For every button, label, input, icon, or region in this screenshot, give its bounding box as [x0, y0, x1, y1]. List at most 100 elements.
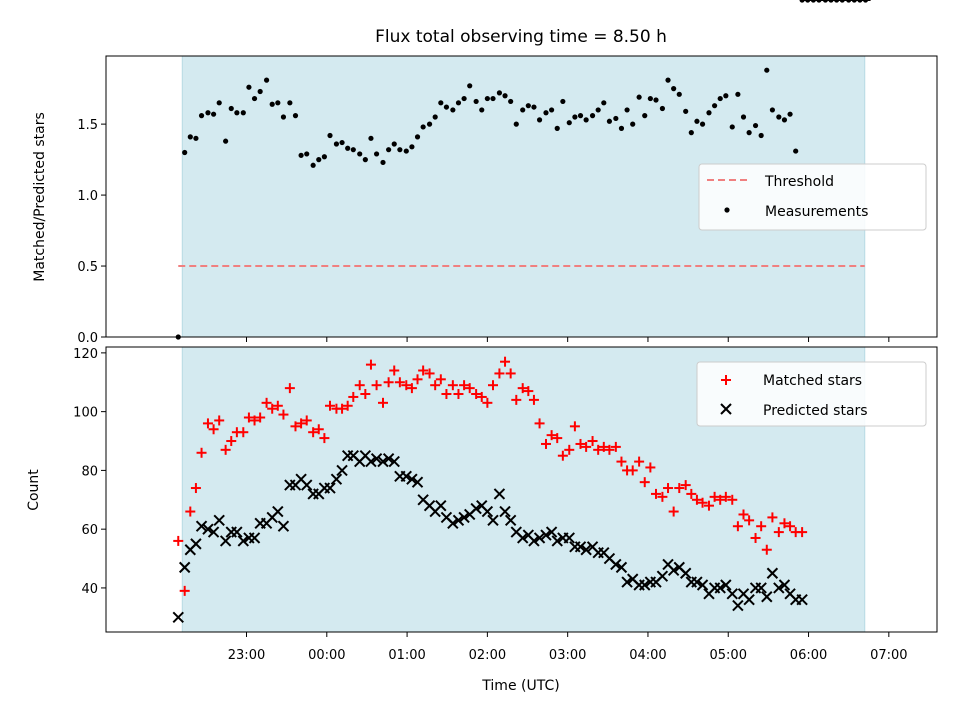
measurement-point [554, 125, 560, 131]
measurement-point [339, 139, 345, 146]
matched-star-point [284, 383, 295, 394]
matched-star-point [511, 394, 522, 405]
predicted-star-point [639, 579, 651, 591]
measurement-point [368, 135, 374, 141]
measurement-point [496, 90, 503, 96]
matched-star-point [214, 415, 225, 426]
matched-star-point [697, 497, 708, 508]
predicted-star-point [301, 479, 313, 491]
predicted-star-point [516, 532, 529, 544]
matched-star-point [313, 424, 324, 435]
measurement-point [391, 141, 397, 147]
chart-title: Flux total observing time = 8.50 h [375, 27, 667, 47]
matched-star-point [383, 377, 394, 388]
predicted-star-point [388, 455, 400, 468]
matched-star-point [173, 535, 184, 546]
predicted-star-point [487, 514, 499, 527]
x-tick-label: 01:00 [388, 648, 425, 663]
measurement-point [304, 151, 310, 157]
matched-star-point [756, 521, 767, 532]
matched-star-point [337, 403, 348, 414]
measurement-point [758, 132, 764, 139]
predicted-star-point [400, 470, 412, 482]
bottom-x-axis: 23:00 00:00 01:00 02:00 03:00 04:00 05:00 06:00… [228, 632, 908, 663]
matched-star-point [797, 527, 808, 538]
measurement-point [665, 77, 671, 83]
matched-star-point [459, 380, 470, 391]
predicted-star-point [504, 514, 517, 527]
measurement-point [572, 114, 578, 120]
matched-star-point [401, 380, 412, 391]
measurement-point [292, 113, 299, 119]
predicted-star-point [656, 570, 669, 582]
measurement-point [187, 134, 193, 140]
matched-star-point [190, 483, 201, 494]
measurement-point [327, 132, 333, 139]
matched-star-point [249, 415, 260, 426]
matched-star-point [267, 403, 278, 414]
matched-star-point [634, 456, 645, 467]
y-tick-label: 0.0 [77, 331, 98, 346]
matched-star-point [581, 441, 592, 452]
matched-star-point [179, 585, 190, 596]
predicted-star-point [277, 520, 290, 532]
matched-star-point [598, 441, 609, 452]
measurement-point [671, 86, 677, 92]
measurements-points [175, 0, 869, 340]
predicted-star-point [726, 588, 738, 600]
matched-star-point [639, 477, 650, 488]
measurement-point [205, 110, 211, 116]
measurement-point [769, 107, 776, 113]
matched-star-point [500, 356, 511, 367]
bottom-y-axis-label: Count [26, 469, 42, 511]
measurement-point [443, 104, 450, 110]
ratio-panel: 0.0 0.5 1.0 1.5 Matched/Predicted stars Thr… [32, 0, 938, 346]
measurement-point [426, 121, 433, 127]
matched-star-point [365, 359, 376, 370]
bottom-y-axis: 40 60 80 100 120 [73, 347, 106, 597]
predicted-star-point [370, 452, 383, 465]
matched-star-point [272, 400, 283, 411]
predicted-star-point [499, 505, 511, 518]
measurement-point [397, 147, 403, 153]
measurement-point [659, 105, 666, 112]
predicted-star-point [452, 514, 465, 527]
matched-star-point [208, 424, 219, 435]
measurement-point [520, 107, 526, 113]
predicted-star-point [667, 564, 680, 577]
measurement-point [216, 100, 222, 106]
predicted-star-point [207, 526, 220, 538]
predicted-star-point [237, 535, 250, 547]
matched-star-point [360, 389, 371, 400]
predicted-star-point [195, 520, 208, 532]
matched-star-point [389, 365, 400, 376]
predicted-star-point [248, 532, 261, 544]
matched-stars-legend-label: Matched stars [763, 373, 862, 389]
predicted-star-point [766, 567, 779, 579]
matched-star-point [627, 465, 638, 476]
measurement-point [193, 135, 199, 141]
predicted-star-point [563, 532, 575, 544]
measurement-point [589, 113, 596, 119]
predicted-star-point [411, 476, 424, 488]
predicted-star-point [219, 535, 232, 547]
predicted-star-point [545, 526, 558, 538]
predicted-star-point [732, 599, 744, 612]
predicted-star-point [615, 561, 628, 574]
bottom-legend: Matched stars Predicted stars [696, 361, 927, 427]
top-y-axis: 0.0 0.5 1.0 1.5 [77, 118, 106, 346]
count-panel: 40 60 80 100 120 23:00 00:00 01:00 02:00 03:00 04… [26, 0, 938, 694]
y-tick-label: 100 [73, 406, 98, 421]
predicted-star-point [551, 535, 563, 547]
matched-star-point [680, 480, 691, 491]
matched-star-point [727, 494, 738, 505]
predicted-star-point [580, 544, 592, 556]
measurement-point [723, 93, 729, 99]
matched-star-point [325, 400, 336, 411]
measurement-point [624, 107, 630, 113]
matched-star-point [523, 386, 534, 397]
matched-star-point [435, 374, 446, 385]
matched-star-point [378, 397, 388, 408]
measurement-point [583, 117, 589, 123]
